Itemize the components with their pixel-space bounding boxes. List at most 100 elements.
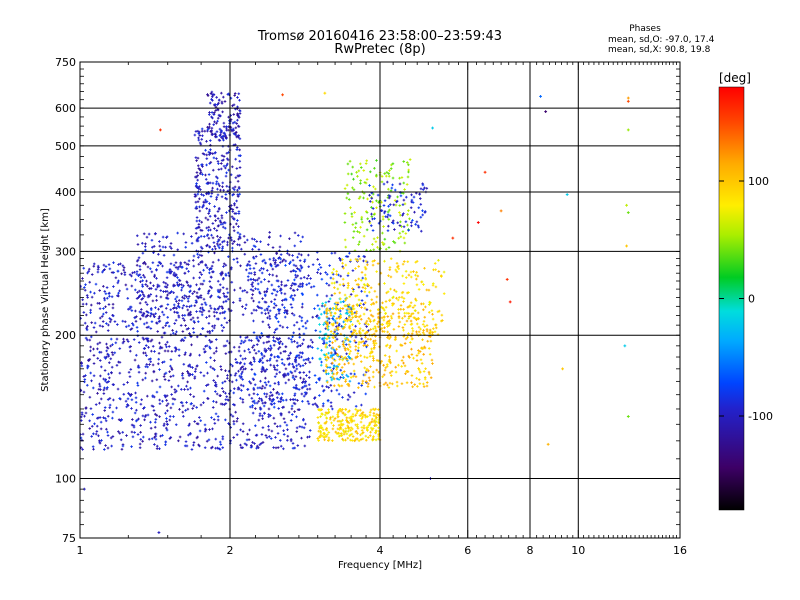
data-point [287,378,291,382]
data-point [283,363,286,367]
y-tick-label: 400 [55,186,76,199]
data-point [279,340,282,343]
data-point [235,419,239,423]
data-point [232,422,236,426]
data-point [199,419,203,423]
data-point [199,371,203,374]
data-point [276,396,279,400]
data-point [89,371,92,375]
data-point [111,410,115,414]
data-point [305,374,308,377]
data-point [219,394,222,397]
plot-area: 1 2 4 6 8 10 16 75 100 200 300 400 500 600 750 [55,56,687,557]
data-point [246,387,250,391]
data-point [191,407,194,410]
data-point [296,399,299,402]
data-point [108,403,112,407]
data-point [184,440,188,443]
data-point [105,381,109,384]
chart-title: Tromsø 20160416 23:58:00–23:59:43 [257,29,502,44]
data-point [117,430,120,433]
data-point [164,395,167,399]
data-point [91,413,94,416]
data-point [261,417,264,420]
data-point [161,399,164,403]
data-point [155,378,159,382]
data-point [246,432,249,436]
data-point [165,399,168,402]
data-point [214,381,217,384]
data-point [293,446,297,450]
data-point [226,374,229,377]
data-point [211,445,214,449]
data-point [188,363,192,367]
data-point [290,413,294,416]
data-point [87,358,90,362]
data-point [114,341,118,345]
data-point [153,443,156,446]
data-point [287,410,291,414]
data-point [281,406,284,409]
data-point [205,361,208,364]
data-point [165,428,169,432]
data-point [233,387,236,391]
data-point [83,380,86,384]
data-point [192,395,196,398]
data-point [242,384,245,388]
data-point [127,370,131,374]
data-point [126,404,130,407]
data-point [102,377,105,381]
data-point [255,444,259,448]
data-point [254,351,258,355]
data-point [253,442,256,445]
data-point [102,416,105,419]
data-point [172,415,175,418]
data-point [226,377,229,380]
data-point [139,424,142,427]
data-point [166,349,170,353]
y-tick-label: 500 [55,140,76,153]
data-point [94,432,98,436]
data-point [247,438,251,441]
data-point [110,351,114,354]
data-point [135,418,139,422]
data-point [186,380,189,384]
data-point [249,361,253,364]
data-point [163,349,167,353]
y-tick-label: 75 [62,532,76,545]
data-point [170,385,173,389]
data-point [196,435,199,439]
data-point [103,406,107,409]
data-point [139,438,143,441]
data-point [164,426,168,430]
data-point [205,384,208,387]
data-point [205,344,209,348]
data-point [300,425,304,429]
data-point [109,344,112,348]
data-point [83,378,87,381]
data-point [221,446,225,449]
data-point [230,380,234,384]
data-point [303,444,307,448]
data-point [89,407,93,410]
data-point [278,346,282,349]
data-point [219,365,223,368]
data-point [94,403,98,406]
data-point [130,423,134,427]
data-point [174,349,177,353]
data-point [135,353,138,357]
data-point [151,363,155,367]
data-point [168,415,172,418]
data-point [265,359,269,363]
data-point [158,347,162,350]
data-point [261,441,265,444]
data-point [239,342,243,345]
data-point [257,418,261,422]
data-point [212,351,216,355]
data-point [166,409,169,413]
data-point [132,425,136,429]
data-point [148,363,151,366]
data-point [164,440,168,444]
data-point [106,398,110,401]
data-point [119,438,123,442]
